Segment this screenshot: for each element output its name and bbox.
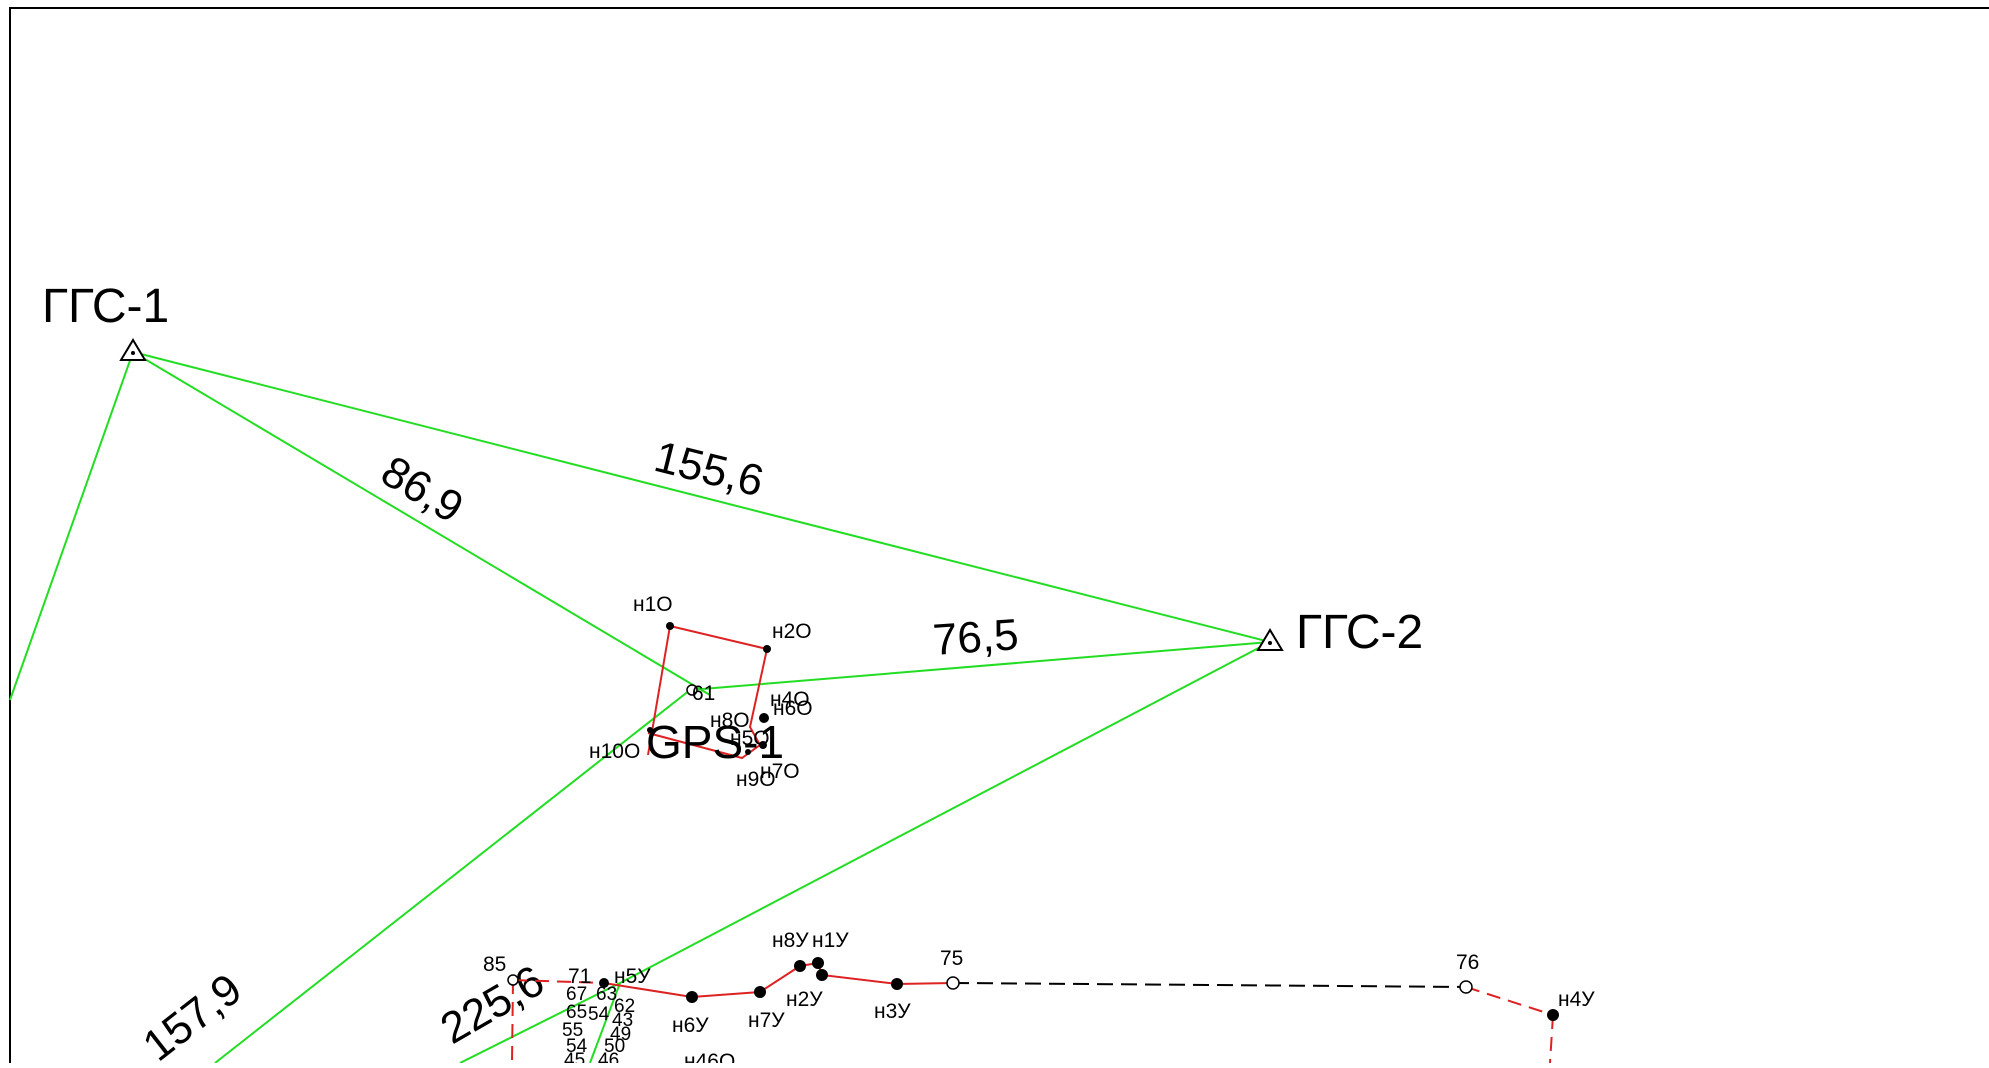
parcel-lower-dash-right [1465,986,1554,1016]
point-marker-85 [507,974,519,986]
line-gps1-ggs2 [689,641,1271,691]
point-marker-n1o [666,622,674,630]
point-marker-n8u [794,960,806,972]
distance-label-3: 76,5 [931,610,1020,665]
parcel-lower-dash-down [511,979,514,1064]
line-ggs1-gps1 [132,351,711,696]
line-ggs1-ggs2 [132,351,1271,643]
station-ggs1-marker [119,338,147,361]
point-marker-n1u [812,957,824,969]
line-gps1-down [214,689,691,1064]
point-marker-n10o [647,727,653,733]
point-marker-n2u [816,969,828,981]
distance-label-2: 155,6 [650,432,769,506]
point-label-n8u: н8У [772,929,809,952]
line-lower-down [459,982,621,1064]
cluster-label-7: 55 [562,1020,583,1041]
cluster-label-10: 50 [604,1036,625,1057]
point-label-n9o: н9О [736,768,776,791]
point-label-75: 75 [940,947,963,970]
cluster-label-12: 46 [598,1050,619,1063]
point-label-n2o: н2О [772,620,812,643]
control-lines [9,351,1271,1064]
point-label-n5u: н5У [614,965,651,988]
point-label-n6u: н6У [672,1014,709,1037]
point-marker-61 [686,684,698,696]
point-cluster: 67 63 65 62 54 43 55 49 54 50 45 46 [562,984,635,1068]
gps-label: GPS-1 [646,716,784,768]
point-label-85: 85 [483,953,506,976]
point-label-n6o: н6О [773,697,813,720]
point-marker-n9o [745,749,751,755]
point-marker-n7u [754,986,766,998]
point-label-n7o: н7О [760,760,800,783]
parcel-upper [647,622,771,760]
point-marker-75 [946,976,960,990]
cluster-label-4: 62 [614,996,635,1017]
point-label-n1o: н1О [633,593,673,616]
point-label-71: 71 [568,965,591,988]
point-label-n7u: н7У [748,1009,785,1032]
point-label-76: 76 [1456,951,1479,974]
cluster-label-5: 54 [588,1004,610,1025]
cluster-label-8: 49 [610,1024,631,1045]
cluster-label-11: 45 [564,1050,585,1063]
parcel-lower-boundary [603,961,954,999]
station-ggs2-marker [1256,628,1284,651]
parcel-lower [507,957,1559,1064]
line-ggs2-lower [619,641,1271,984]
point-label-n1u: н1У [812,929,849,952]
cluster-label-9: 54 [566,1036,588,1057]
point-marker-n5u [599,978,609,988]
point-label-n4o: н4О [770,688,810,711]
drawing-frame [9,7,1989,1068]
point-marker-n6u [686,991,698,1003]
point-marker-n2o [763,645,771,653]
point-label-n2u: н2У [786,988,823,1011]
station-label-ggs2: ГГС-2 [1296,606,1423,659]
point-marker-n4o [759,713,769,723]
point-marker-n3u [891,978,903,990]
point-label-n4u: н4У [1558,988,1595,1011]
point-marker-n4u [1547,1009,1559,1021]
point-label-n46o: н46О [684,1050,735,1063]
cluster-label-6: 43 [612,1010,633,1031]
station-label-ggs1: ГГС-1 [42,280,169,333]
cluster-label-1: 67 [566,984,587,1005]
point-marker-76 [1459,980,1473,994]
point-label-n10o: н10О [589,740,640,763]
point-label-61: 61 [692,682,715,705]
point-label-n8o: н8О [710,709,750,732]
line-ggs1-left [9,351,134,701]
point-label-n3u: н3У [874,1000,911,1023]
line-lower-down-2 [589,982,621,1064]
cluster-label-3: 65 [566,1002,587,1023]
parcel-lower-dash-left [512,979,605,984]
distance-label-1: 86,9 [373,447,472,533]
point-marker-n5o [759,741,767,749]
cluster-label-2: 63 [596,984,617,1005]
parcel-lower-dash-right-down [1549,1014,1554,1064]
boundary-75-76 [952,982,1467,988]
point-label-n5o: н5О [730,727,770,750]
